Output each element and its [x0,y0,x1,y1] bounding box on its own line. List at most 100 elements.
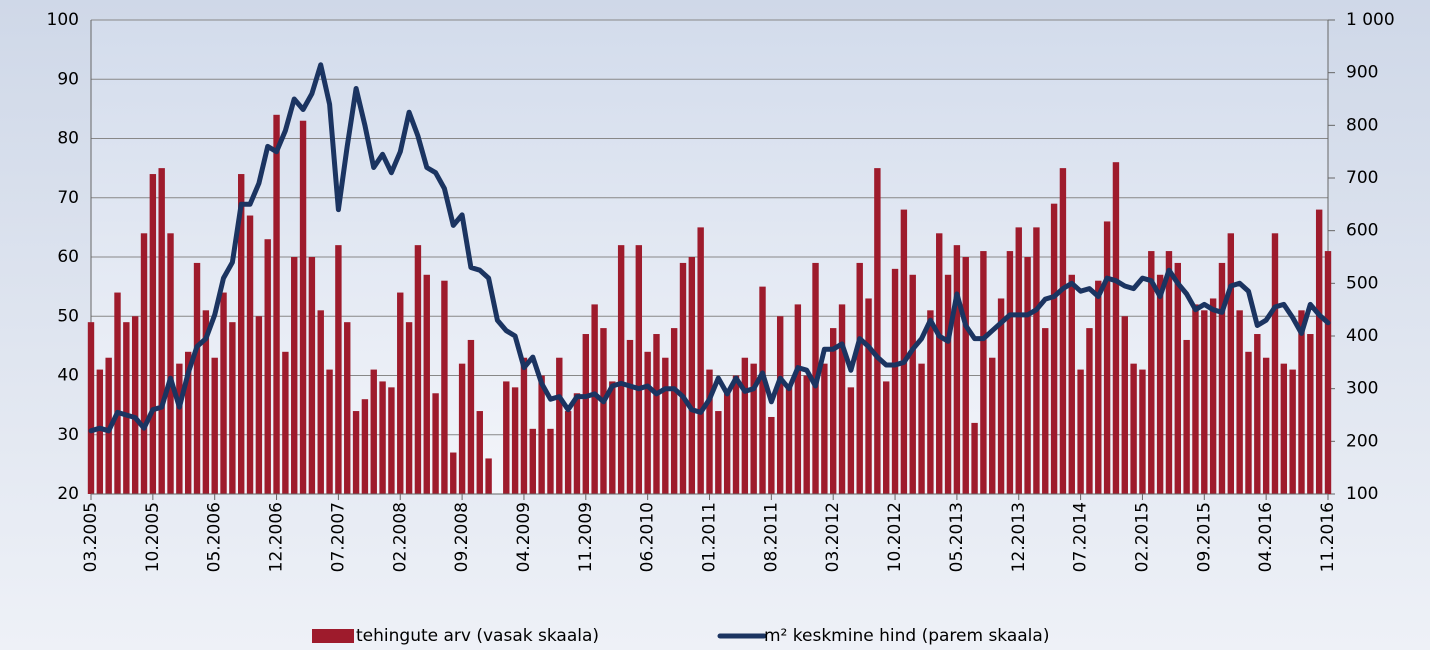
bar [706,369,713,494]
bar [971,422,978,494]
bar [529,428,536,494]
y2-tick-label: 600 [1346,221,1378,241]
bar [573,393,581,494]
bar [635,245,643,494]
bar [856,262,863,494]
legend-swatch [312,629,354,643]
bar [1130,363,1137,494]
bar [503,381,510,494]
bar [282,351,289,494]
bar [1033,227,1040,494]
bar [335,245,342,494]
bar [1227,233,1235,495]
bar [211,357,218,494]
y-tick-label: 80 [57,129,79,149]
bar [264,239,271,494]
bar [1077,369,1084,494]
bar [1262,357,1270,494]
bar [750,363,757,494]
bar [467,339,475,494]
bar [405,322,413,494]
bar [291,257,298,494]
bar [609,381,616,494]
bar [1095,280,1102,494]
legend-label: tehingute arv (vasak skaala) [356,626,599,646]
y-tick-label: 70 [57,188,79,208]
bar [476,411,483,494]
x-tick-label: 10.2005 [143,502,163,572]
x-tick-label: 07.2014 [1071,502,1091,572]
bar [768,416,775,494]
bar [423,274,430,494]
bar [794,304,802,494]
bar [679,262,687,494]
line [88,62,1331,434]
bar [149,174,157,495]
bar [1050,203,1058,495]
bar [1059,168,1067,494]
bar [644,351,651,494]
bar [326,369,333,494]
bar [246,215,254,494]
x-tick-label: 04.2009 [514,502,534,572]
x-tick-label: 01.2011 [700,502,720,572]
legend-label: m² keskmine hind (parem skaala) [764,626,1049,646]
bar [591,304,598,494]
bar [785,387,793,494]
bar [564,411,572,494]
x-tick-label: 02.2015 [1132,502,1152,572]
bar [450,452,457,494]
bar [1006,251,1014,494]
x-tick-label: 06.2010 [638,502,658,572]
bar [1236,310,1243,494]
bar [379,381,386,494]
bar [900,209,908,494]
bar [1298,310,1305,494]
bar [547,428,554,494]
bar [980,251,987,494]
bar [626,339,634,494]
y2-tick-label: 100 [1346,484,1378,504]
bar [352,411,360,494]
x-tick-label: 07.2007 [328,502,348,572]
bar [255,316,263,494]
bar [1315,209,1323,494]
bar [1174,262,1181,494]
bar [617,245,625,494]
y2-tick-label: 500 [1346,273,1378,293]
bar [202,310,210,494]
bar [1209,298,1217,494]
bar [1121,316,1128,494]
bar [830,328,837,494]
bar [918,363,925,494]
bar [927,310,934,494]
bar [1324,251,1332,494]
bar [238,174,245,495]
bar [140,233,148,495]
bar [865,298,872,494]
bar [1307,334,1314,494]
bar [556,357,563,494]
bar [308,257,316,494]
bar [96,369,104,494]
bar [1280,363,1288,494]
bar [662,357,669,494]
y2-tick-label: 1 000 [1346,10,1395,30]
bar [538,375,545,494]
bar [909,274,916,494]
bar [1042,328,1049,494]
y2-tick-label: 800 [1346,115,1378,135]
bar [1271,233,1279,495]
bar [600,328,607,494]
bar [361,399,369,494]
bar [1192,304,1199,494]
bar [1139,369,1146,494]
x-tick-label: 03.2012 [823,502,843,572]
bar [432,393,439,494]
y-tick-label: 100 [47,10,79,30]
y2-tick-label: 200 [1346,431,1378,451]
x-tick-label: 05.2013 [947,502,967,572]
bar [847,387,855,494]
bar [167,233,174,495]
bar [723,393,731,494]
